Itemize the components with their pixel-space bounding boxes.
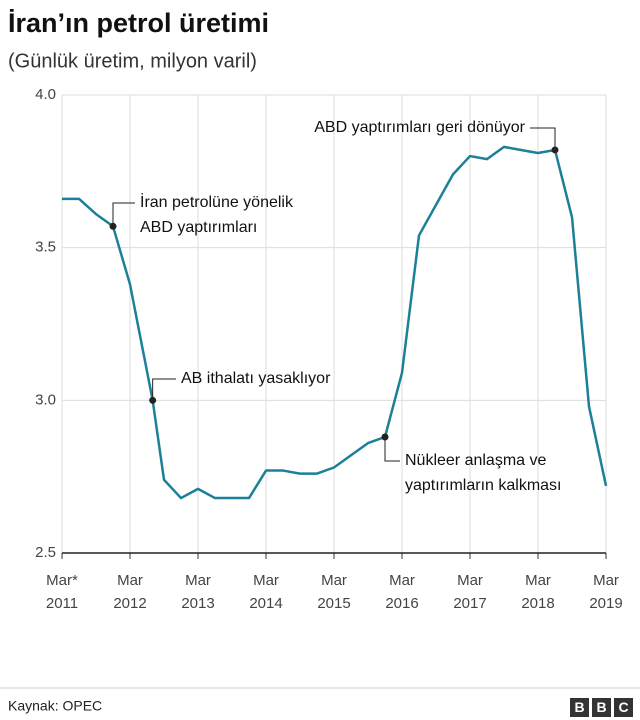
annotation-text: AB ithalatı yasaklıyor [181, 370, 331, 387]
logo-box [570, 698, 589, 717]
annotation-text: ABD yaptırımları [140, 219, 257, 236]
annotation-leader [530, 127, 556, 150]
x-tick-label-line: Mar [185, 572, 211, 589]
logo-letter: C [618, 699, 628, 715]
chart-title: İran’ın petrol üretimi [8, 8, 269, 38]
x-tick-label: Mar 2019 [589, 572, 622, 612]
x-tick-label-line: 2015 [317, 595, 350, 612]
x-tick-label-line: Mar [253, 572, 279, 589]
x-tick-label-line: 2011 [46, 595, 78, 612]
annotation-text: Nükleer anlaşma ve [405, 452, 547, 469]
x-tick-label: Mar 2017 [453, 572, 486, 612]
logo-box [592, 698, 611, 717]
annotation-text: İran petrolüne yönelik [140, 192, 294, 211]
y-tick-label: 3.0 [35, 391, 56, 408]
logo-letter: B [574, 699, 584, 715]
annotation-text: ABD yaptırımları geri dönüyor [314, 119, 525, 136]
x-tick-label-line: 2016 [385, 595, 418, 612]
x-tick-label: Mar 2015 [317, 572, 350, 612]
annotation-text: yaptırımların kalkması [405, 477, 561, 494]
annotation-leader [152, 378, 176, 401]
y-tick-label: 3.5 [35, 239, 56, 256]
series-line [62, 145, 608, 500]
x-tick-label-line: 2018 [521, 595, 554, 612]
annotation-dot [551, 146, 559, 154]
annotation-leader [112, 202, 135, 227]
x-tick-label: Mar 2013 [181, 572, 214, 612]
x-tick-label: Mar* 2011 [46, 572, 78, 612]
annotation-dot [109, 222, 117, 230]
y-tick-label: 2.5 [35, 544, 56, 561]
x-tick-label-line: Mar [389, 572, 415, 589]
x-tick-label-line: 2012 [113, 595, 146, 612]
x-tick-label: Mar 2014 [249, 572, 282, 612]
source: Kaynak: OPEC [8, 698, 102, 714]
x-tick-label-line: Mar* [46, 572, 78, 589]
x-tick-label-line: 2019 [589, 595, 622, 612]
x-tick-label-line: Mar [457, 572, 483, 589]
x-tick-label-line: Mar [593, 572, 619, 589]
x-tick-label-line: 2014 [249, 595, 282, 612]
x-tick-label: Mar 2012 [113, 572, 146, 612]
logo-box [614, 698, 633, 717]
x-tick-label-line: Mar [525, 572, 551, 589]
annotation-leader [384, 436, 400, 462]
x-tick-label-line: 2017 [453, 595, 486, 612]
chart-subtitle: (Günlük üretim, milyon varil) [8, 50, 257, 72]
x-tick-label: Mar 2018 [521, 572, 554, 612]
logo-letter: B [596, 699, 606, 715]
x-tick-label: Mar 2016 [385, 572, 418, 612]
y-tick-label: 4.0 [35, 86, 56, 103]
x-tick-label-line: Mar [321, 572, 347, 589]
annotation-dot [149, 396, 157, 404]
annotation-dot [381, 433, 389, 441]
x-tick-label-line: Mar [117, 572, 143, 589]
x-tick-label-line: 2013 [181, 595, 214, 612]
